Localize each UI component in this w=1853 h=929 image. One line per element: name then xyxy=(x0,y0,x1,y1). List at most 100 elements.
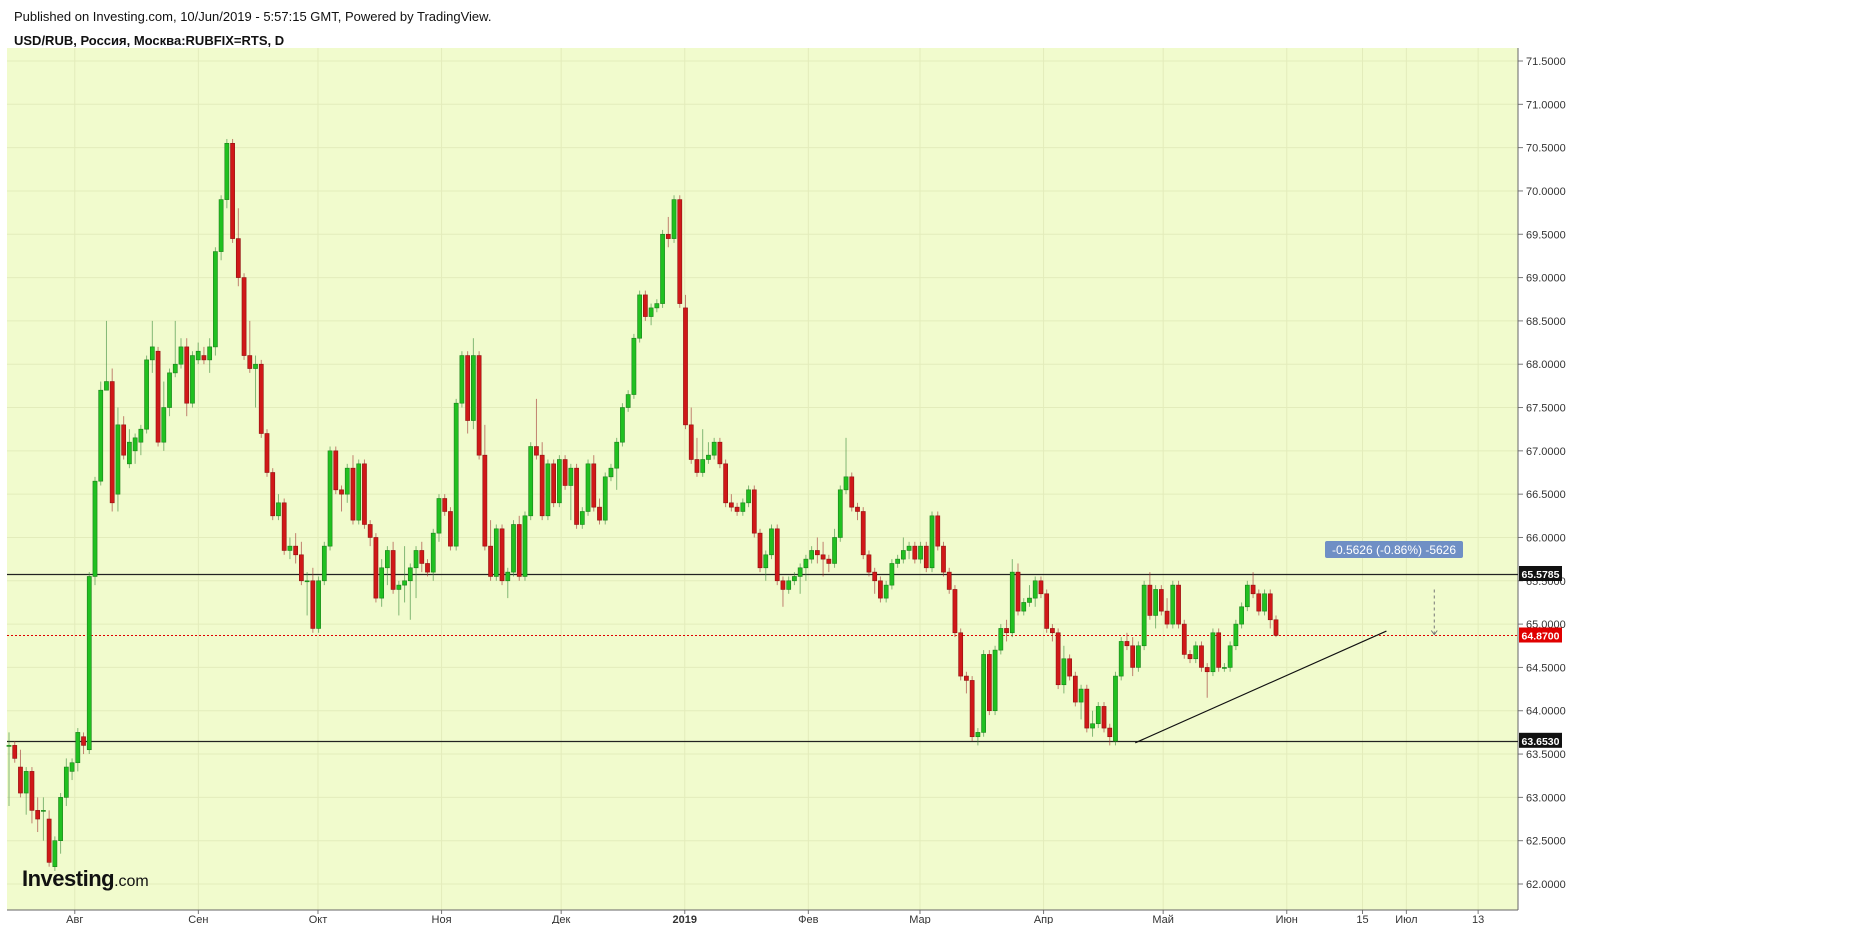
candle-down xyxy=(1130,645,1136,668)
candle-up xyxy=(1061,658,1067,686)
candle-up xyxy=(706,454,711,460)
candle-down xyxy=(860,511,866,556)
candle-up xyxy=(671,199,677,239)
candle-down xyxy=(373,537,379,599)
candle-up xyxy=(471,355,476,421)
candle-up xyxy=(132,437,138,452)
candle-up xyxy=(287,545,293,551)
candle-down xyxy=(665,233,671,239)
candle-up xyxy=(1210,632,1216,673)
candle-up xyxy=(1239,606,1244,625)
candle-down xyxy=(299,554,304,582)
candle-down xyxy=(935,515,941,547)
candle-up xyxy=(700,459,706,473)
candle-up xyxy=(883,584,889,599)
candle-up xyxy=(528,446,534,517)
level-price-box xyxy=(1519,732,1562,748)
candle-up xyxy=(402,580,407,586)
candle-up xyxy=(276,502,281,517)
candle-up xyxy=(58,797,63,841)
candle-down xyxy=(872,571,878,582)
candle-up xyxy=(608,467,614,478)
candle-down xyxy=(12,745,18,759)
y-tick-label: 70.0000 xyxy=(1526,186,1566,198)
candle-down xyxy=(488,545,493,577)
y-tick-label: 68.0000 xyxy=(1526,359,1566,371)
candle-up xyxy=(69,762,75,772)
candle-up xyxy=(253,363,258,369)
candle-up xyxy=(52,840,58,867)
candle-up xyxy=(620,407,625,443)
candle-down xyxy=(362,463,367,525)
candle-up xyxy=(1222,667,1227,669)
candle-up xyxy=(98,389,104,482)
published-line: Published on Investing.com, 10/Jun/2019 … xyxy=(14,9,492,24)
y-tick-label: 62.0000 xyxy=(1526,879,1566,891)
candle-up xyxy=(149,346,155,361)
y-tick-label: 64.0000 xyxy=(1526,706,1566,718)
candle-up xyxy=(115,424,121,495)
candle-down xyxy=(109,381,115,504)
x-tick-label: Мар xyxy=(909,914,931,924)
candle-up xyxy=(648,307,654,317)
candle-down xyxy=(734,506,740,512)
candle-up xyxy=(327,450,333,547)
candle-down xyxy=(419,550,425,564)
candle-up xyxy=(178,346,184,365)
candle-up xyxy=(522,515,528,577)
candle-down xyxy=(46,818,52,863)
candle-down xyxy=(952,589,958,634)
candle-down xyxy=(1176,584,1181,625)
candle-down xyxy=(35,810,41,820)
candle-up xyxy=(797,567,803,577)
candle-down xyxy=(1038,580,1044,595)
candle-down xyxy=(820,554,826,560)
candle-up xyxy=(769,528,774,556)
candle-down xyxy=(1147,584,1153,616)
candle-down xyxy=(448,511,453,547)
x-tick-label: Окт xyxy=(309,914,328,924)
y-tick-label: 62.5000 xyxy=(1526,836,1566,848)
y-tick-label: 67.5000 xyxy=(1526,403,1566,415)
candle-up xyxy=(614,441,620,469)
candle-up xyxy=(1090,723,1095,729)
candle-up xyxy=(1078,688,1084,703)
candle-up xyxy=(218,199,224,252)
candle-up xyxy=(190,355,195,404)
candle-down xyxy=(694,459,700,473)
candle-up xyxy=(23,771,29,794)
candle-down xyxy=(941,545,946,573)
y-tick-label: 71.5000 xyxy=(1526,56,1566,68)
y-tick-label: 67.0000 xyxy=(1526,446,1566,458)
y-tick-label: 69.5000 xyxy=(1526,229,1566,241)
candle-up xyxy=(631,337,637,395)
x-tick-label: 15 xyxy=(1356,914,1368,924)
candle-down xyxy=(551,463,557,504)
candle-down xyxy=(476,355,482,456)
candle-up xyxy=(740,502,746,512)
candle-up xyxy=(1233,623,1239,647)
y-tick-label: 69.0000 xyxy=(1526,273,1566,285)
candle-up xyxy=(195,350,201,361)
candle-down xyxy=(728,502,734,508)
candle-up xyxy=(6,745,12,747)
candle-down xyxy=(946,571,952,590)
candle-down xyxy=(258,363,264,434)
candle-up xyxy=(396,584,402,590)
candle-up xyxy=(792,576,797,582)
candle-up xyxy=(843,476,849,491)
candle-up xyxy=(998,628,1004,651)
candle-up xyxy=(746,489,751,504)
plot-background xyxy=(7,48,1518,910)
candle-up xyxy=(889,563,895,586)
candle-up xyxy=(1027,597,1032,603)
y-tick-label: 63.5000 xyxy=(1526,749,1566,761)
candle-down xyxy=(1250,584,1256,595)
candle-up xyxy=(1021,602,1027,612)
candle-up xyxy=(585,463,591,512)
candle-down xyxy=(350,467,356,521)
candle-down xyxy=(235,238,241,278)
candle-up xyxy=(75,732,81,764)
